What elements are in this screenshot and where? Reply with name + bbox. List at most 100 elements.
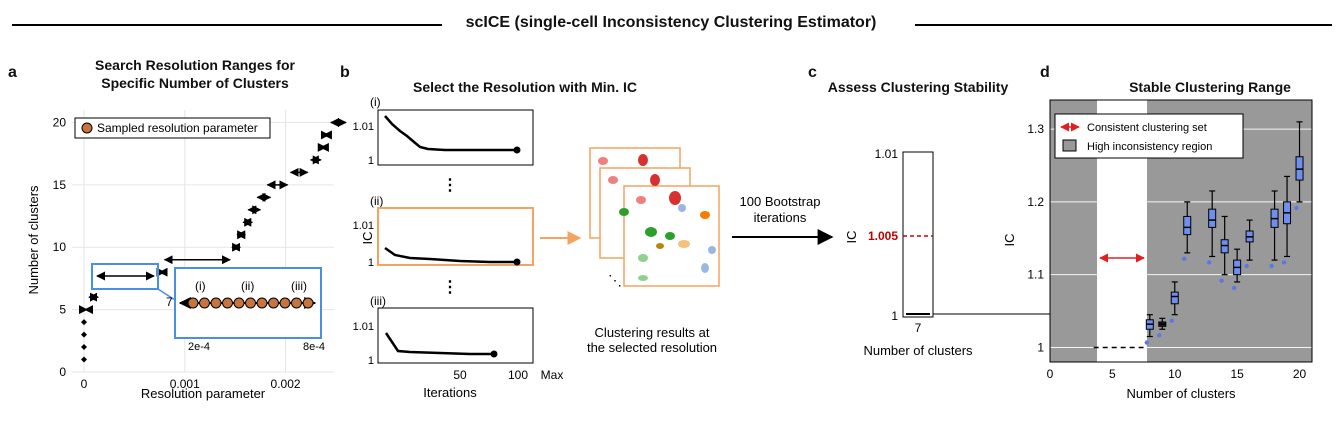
- panel-a-range-point: [81, 356, 87, 363]
- panel-d-outlier: [1182, 256, 1187, 262]
- blob: [650, 174, 660, 186]
- blob: [638, 275, 648, 281]
- panel-d-xtick: 10: [1168, 367, 1182, 381]
- blob: [638, 154, 648, 166]
- panel-d-marks: [1093, 121, 1304, 349]
- panel-a-ytick: 5: [59, 303, 66, 317]
- panel-a-ytick: 20: [53, 115, 67, 129]
- panel-d-ytick: 1.2: [1027, 195, 1044, 209]
- panel-a-inset-dot: [256, 297, 268, 309]
- panel-c-letter: c: [808, 64, 817, 81]
- blob: [708, 246, 716, 254]
- panel-a-inset-dot: [233, 297, 245, 309]
- blob: [645, 227, 657, 237]
- page-title: scICE (single-cell Inconsistency Cluster…: [465, 14, 877, 31]
- panel-d-title: Stable Clustering Range: [1129, 79, 1291, 95]
- panel-d-outlier: [1169, 318, 1174, 323]
- header: scICE (single-cell Inconsistency Cluster…: [0, 0, 1342, 40]
- header-rule-left: [12, 24, 442, 26]
- panel-b-subplot-i-end: [513, 146, 521, 154]
- panel-d-box: [1170, 291, 1179, 305]
- panel-b-subplot-ii: [377, 207, 534, 266]
- panel-a-axes: 0 0.001 0.002 0 5 10 15 20: [53, 115, 301, 391]
- panel-c-plot: IC 1.01 1.005 1 7 Number of clusters: [844, 147, 1145, 358]
- panel-a-title-line1: Search Resolution Ranges for: [95, 57, 295, 73]
- blob: [678, 240, 690, 248]
- panel-d-xtick: 0: [1047, 367, 1054, 381]
- panel-a-xtick: 0.002: [271, 377, 301, 391]
- panel-a-highlight-box: [91, 263, 159, 290]
- panel-a-inset-dot: [199, 297, 210, 309]
- panel-b-caption-line1: Clustering results at: [595, 325, 710, 340]
- panel-d-box: [1208, 208, 1217, 228]
- panel-a-inset-dot: [302, 297, 314, 309]
- panel-d-letter: d: [1040, 64, 1050, 81]
- panel-d-outlier: [1269, 263, 1274, 269]
- panel-b-subplot-i-ytick-top: 1.01: [353, 121, 374, 133]
- panel-a-title: Search Resolution Ranges for Specific Nu…: [60, 56, 330, 92]
- blob: [656, 243, 664, 249]
- blob: [619, 208, 629, 216]
- panel-a-inset-label-i: (i): [195, 279, 206, 293]
- panel-a-ytick: 10: [53, 240, 67, 254]
- panel-a-plot: 0 0.001 0.002 0 5 10 15 20 Sampled resolution p…: [26, 110, 347, 401]
- panel-b-cluster-stack: ⋱: [589, 147, 720, 288]
- panel-d-outlier: [1281, 260, 1287, 265]
- panel-d-outlier: [1206, 260, 1212, 265]
- panel-d-xtick: 15: [1230, 367, 1244, 381]
- panel-d-outlier: [1144, 340, 1150, 345]
- panel-b-letter: b: [340, 64, 350, 81]
- panel-d-box: [1183, 215, 1192, 236]
- panel-b-ellipsis-1: ⋮: [442, 177, 458, 194]
- panel-a-range-point: [81, 331, 87, 338]
- panel-b-caption-line2: the selected resolution: [587, 340, 717, 355]
- panel-b-xtick-50: 50: [453, 368, 467, 382]
- blob: [636, 196, 646, 204]
- panel-a-inset-dot: [279, 297, 291, 309]
- panel-a-xlabel: Resolution parameter: [141, 386, 266, 401]
- panel-c-xtick: 7: [915, 321, 922, 335]
- panel-a-inset-dot: [187, 297, 199, 309]
- panel-b-subplot-i-label: (i): [370, 95, 381, 109]
- panel-d-legend-box-text: High inconsistency region: [1087, 141, 1212, 153]
- panel-a-zoom-line: [157, 288, 176, 301]
- panel-b-xtick-100: 100: [508, 368, 528, 382]
- panel-d-ytick: 1.1: [1027, 268, 1044, 282]
- panel-c-ytick-mid: 1.005: [868, 229, 898, 243]
- panel-b-subplot-iii-end: [490, 350, 498, 358]
- panel-d-ylabel: IC: [1002, 234, 1017, 247]
- panel-d-ytick: 1: [1037, 340, 1044, 354]
- bootstrap-arrow-line2: iterations: [754, 210, 807, 225]
- panel-b-subplot-iii-curve: [384, 332, 494, 356]
- panel-b-plot: IC (i) 1.01 1 ⋮ (ii) 1.01 1 ⋮ (iii) 1.01…: [353, 95, 834, 400]
- panel-a-legend-marker: [81, 122, 93, 134]
- panel-c-xlabel: Number of clusters: [863, 343, 973, 358]
- panel-b-ylabel: IC: [360, 232, 375, 245]
- panel-d-legend-box: [1054, 113, 1244, 159]
- panel-d-outlier: [1219, 278, 1224, 283]
- panel-b-title: Select the Resolution with Min. IC: [412, 79, 637, 95]
- blob: [669, 191, 681, 205]
- panel-a-inset-dot: [245, 297, 256, 309]
- panel-c-ytick-bottom: 1: [891, 309, 898, 323]
- blob: [701, 263, 709, 273]
- panel-d-legend-box-icon: [1062, 139, 1077, 152]
- panel-d-outlier: [1231, 285, 1237, 291]
- panel-a-inset-xleft: 2e-4: [188, 341, 210, 353]
- panel-a-inset-label-ii: (ii): [241, 279, 254, 293]
- panel-a-range-point: [81, 344, 87, 351]
- panel-b-ellipsis-2: ⋮: [442, 279, 458, 296]
- panel-a-title-line2: Specific Number of Clusters: [101, 75, 289, 91]
- panel-b-subplot-iii-label: (iii): [370, 294, 386, 308]
- blob: [608, 176, 618, 184]
- panel-a-range-point: [81, 319, 87, 326]
- panel-a-xtick: 0: [81, 377, 88, 391]
- panel-a-ytick: 0: [59, 365, 66, 379]
- panel-c-axis-box: [902, 151, 934, 318]
- blob: [598, 157, 608, 165]
- panel-b-subplot-ii-end: [513, 258, 521, 266]
- panel-a-inset-dot: [268, 297, 279, 309]
- blob: [665, 232, 675, 240]
- panel-a-ytick: 15: [53, 178, 67, 192]
